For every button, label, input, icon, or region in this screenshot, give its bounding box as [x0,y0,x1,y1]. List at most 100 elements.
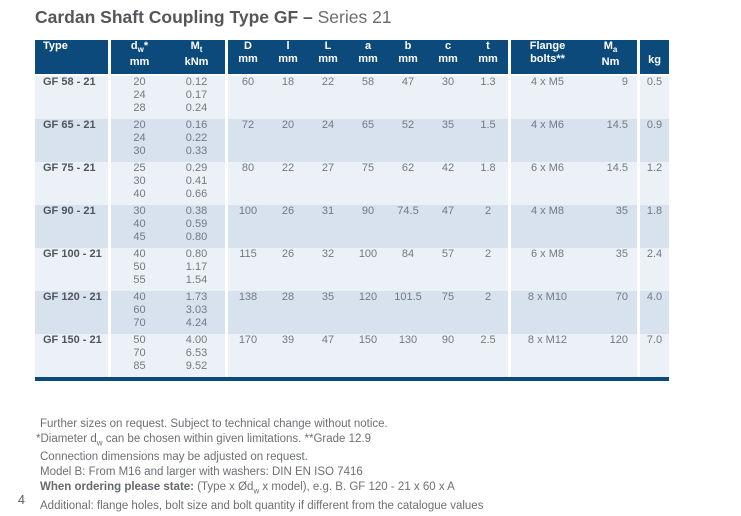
col-unit: mm [278,53,298,65]
cell-D: 72 [225,119,268,162]
mt-value: 0.38 [185,205,208,217]
dw-value: 24 [133,89,146,101]
cell-l: 26 [281,205,295,217]
col-header-dw: dw* mm [108,40,168,76]
cell-type: GF 150 - 21 [43,334,102,346]
cell-D: 100 [225,205,268,248]
cell-mt: 4.00 6.53 9.52 [168,334,225,377]
title-main: Cardan Shaft Coupling Type GF – [35,7,313,27]
col-symbol: a [364,40,372,52]
page-title: Cardan Shaft Coupling Type GF – Series 2… [35,0,741,27]
cell-b: 47 [401,76,415,88]
cell-t: 1.3 [480,76,496,88]
mt-value: 4.24 [185,317,208,329]
cell-a: 75 [361,162,375,174]
cell-t: 2 [484,248,492,260]
dw-value: 50 [133,334,146,346]
cell-L: 32 [321,248,335,260]
cell-ma: 70 [615,291,628,303]
dw-value: 40 [133,291,146,303]
cell-b: 74.5 [397,205,419,217]
col-header-a: a mm [348,40,388,76]
cell-type: GF 90 - 21 [43,205,96,217]
cell-mt: 0.80 1.17 1.54 [168,248,225,291]
data-table: Type dw* mm Mt kNm D mm l mm [35,40,669,381]
col-symbol: Ma [603,40,618,55]
cell-kg: 0.5 [637,76,669,119]
note-text: *Diameter d [36,432,97,445]
cell-ma: 35 [615,205,628,217]
col-label: bolts** [530,53,565,65]
table-row: GF 150 - 21 50 70 85 4.00 6.53 9.52 170 39 47 150 1… [35,334,669,377]
cell-t: 1.5 [480,119,496,131]
dw-value: 28 [133,102,146,114]
dw-value: 20 [133,119,146,131]
table-row: GF 58 - 21 20 24 28 0.12 0.17 0.24 60 18 22 58 47 30… [35,76,669,119]
mt-value: 4.00 [185,334,208,346]
cell-a: 120 [358,291,378,303]
col-unit: mm [238,53,258,65]
cell-ma: 120 [609,334,628,346]
cell-kg: 4.0 [637,291,669,334]
cell-kg: 1.8 [637,205,669,248]
cell-mt: 0.29 0.41 0.66 [168,162,225,205]
mt-value: 6.53 [185,347,208,359]
col-symbol: t [486,40,490,52]
cell-L: 27 [321,162,335,174]
cell-flange-bolts: 6 x M6 [508,162,584,205]
note-line: Connection dimensions may be adjusted on… [40,451,308,464]
cell-dw: 20 24 28 [108,76,168,119]
col-header-flange-bolts: Flange bolts** [508,40,584,76]
cell-c: 75 [441,291,455,303]
cell-type: GF 100 - 21 [43,248,102,260]
note-sub: w [96,437,103,447]
cell-D: 115 [225,248,268,291]
mt-value: 0.29 [185,162,208,174]
mt-value: 0.80 [185,248,208,260]
cell-flange-bolts: 8 x M10 [508,291,584,334]
col-header-b: b mm [388,40,428,76]
cell-c: 90 [441,334,455,346]
cell-type: GF 120 - 21 [43,291,102,303]
cell-type: GF 58 - 21 [43,76,96,88]
cell-mt: 0.16 0.22 0.33 [168,119,225,162]
cell-c: 47 [441,205,455,217]
cell-b: 130 [398,334,418,346]
cell-a: 100 [358,248,378,260]
table-header-row: Type dw* mm Mt kNm D mm l mm [35,40,669,76]
cell-t: 2 [484,291,492,303]
table-body: GF 58 - 21 20 24 28 0.12 0.17 0.24 60 18 22 58 47 30… [35,76,669,377]
col-unit: mm [318,53,338,65]
cell-t: 2.5 [480,334,496,346]
dw-value: 30 [133,145,146,157]
cell-dw: 50 70 85 [108,334,168,377]
mt-value: 0.17 [185,89,208,101]
page-number: 4 [18,493,25,507]
note-line: When ordering please state: (Type x Ødw … [40,480,741,499]
cell-flange-bolts: 4 x M8 [508,205,584,248]
cell-c: 42 [441,162,455,174]
cell-type: GF 65 - 21 [43,119,96,131]
note-sub: w [253,485,260,495]
table-row: GF 75 - 21 25 30 40 0.29 0.41 0.66 80 22 27 75 62 42… [35,162,669,205]
cell-ma: 35 [615,248,628,260]
mt-value: 0.33 [185,145,208,157]
cell-ma: 14.5 [606,162,628,174]
cell-mt: 1.73 3.03 4.24 [168,291,225,334]
mt-value: 9.52 [185,360,208,372]
col-unit: mm [129,56,150,69]
table-row: GF 120 - 21 40 60 70 1.73 3.03 4.24 138 28 35 120 1… [35,291,669,334]
dw-value: 20 [133,76,146,88]
cell-flange-bolts: 8 x M12 [508,334,584,377]
cell-kg: 1.2 [637,162,669,205]
note-line: *Diameter dw can be chosen within given … [36,432,741,451]
notes: Further sizes on request. Subject to tec… [36,417,741,513]
dw-value: 30 [133,205,146,217]
dw-value: 40 [133,248,146,260]
dw-value: 24 [133,132,146,144]
mt-value: 0.66 [185,188,208,200]
col-header-c: c mm [428,40,468,76]
cell-type: GF 75 - 21 [43,162,96,174]
cell-flange-bolts: 4 x M5 [508,76,584,119]
cell-kg: 2.4 [637,248,669,291]
